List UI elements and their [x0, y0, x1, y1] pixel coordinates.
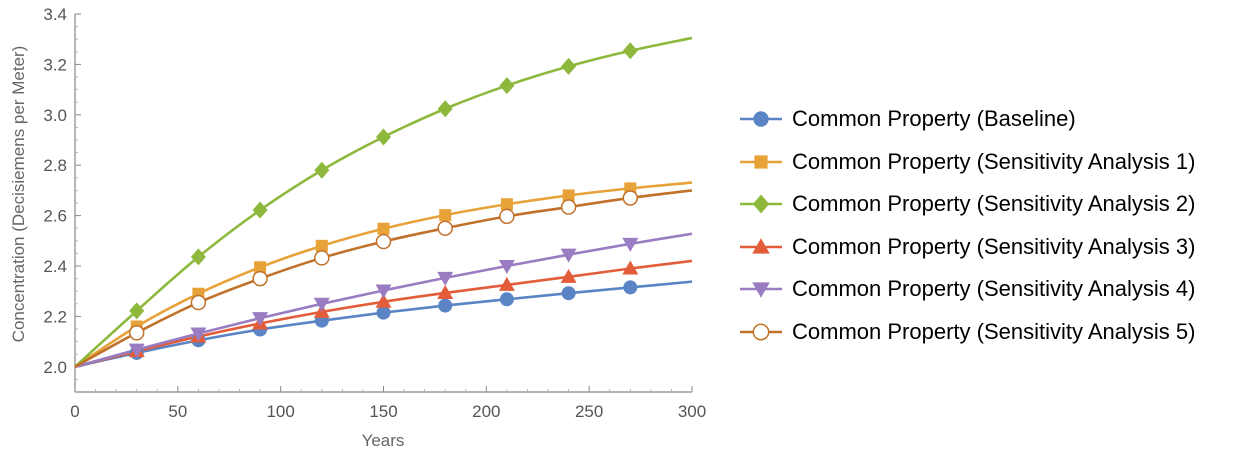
data-point [499, 208, 515, 225]
data-point [622, 260, 639, 275]
data-point [254, 261, 267, 274]
x-tick-label: 150 [369, 402, 397, 421]
legend-marker [752, 323, 770, 341]
legend: Common Property (Baseline) Common Propert… [738, 98, 1195, 353]
y-axis-title: Concentration (Decisiemens per Meter) [9, 46, 28, 343]
x-tick-label: 0 [70, 402, 79, 421]
y-tick-label: 3.4 [43, 5, 67, 24]
data-point [622, 42, 638, 60]
x-tick-label: 250 [575, 402, 603, 421]
data-point [560, 199, 577, 215]
data-point [128, 325, 145, 341]
series-line-2 [74, 181, 693, 368]
data-point [252, 270, 268, 287]
data-point [252, 201, 268, 219]
y-tick-label: 2.0 [43, 358, 67, 377]
data-point [561, 57, 577, 75]
data-point [622, 237, 639, 252]
data-point [499, 77, 515, 95]
data-point [314, 250, 330, 266]
axes: 0 50 100 150 200 250 300 2.0 2.2 2.4 2.6 2.8 3.0 3.2 3… [43, 5, 706, 421]
legend-item: Common Property (Sensitivity Analysis 3) [738, 226, 1195, 269]
data-point [439, 209, 452, 222]
data-point [499, 292, 514, 307]
data-point [315, 239, 328, 252]
legend-marker [754, 155, 768, 169]
data-point [560, 248, 577, 263]
data-point [190, 327, 207, 342]
y-tick-label: 2.6 [43, 207, 67, 226]
x-tick-label: 100 [266, 402, 294, 421]
x-tick-label: 200 [472, 402, 500, 421]
legend-swatch [740, 155, 782, 169]
legend-swatch [740, 323, 782, 341]
data-point [129, 302, 145, 320]
data-point [437, 284, 454, 299]
data-point [377, 222, 390, 235]
legend-item: Common Property (Sensitivity Analysis 1) [738, 141, 1195, 184]
legend-marker [753, 111, 769, 127]
data-point [623, 280, 638, 295]
data-point [437, 100, 453, 118]
y-tick-label: 3.0 [43, 106, 67, 125]
legend-label: Common Property (Sensitivity Analysis 2) [792, 191, 1196, 217]
legend-swatch [740, 194, 782, 214]
legend-item: Common Property (Sensitivity Analysis 4) [738, 268, 1195, 311]
data-point [437, 271, 454, 286]
legend-marker [752, 194, 770, 214]
legend-label: Common Property (Sensitivity Analysis 5) [792, 318, 1196, 344]
data-point [314, 161, 330, 179]
data-point [190, 248, 206, 266]
legend-marker [752, 282, 770, 299]
legend-label: Common Property (Sensitivity Analysis 4) [792, 276, 1196, 302]
data-point [375, 293, 392, 308]
x-tick-label: 50 [168, 402, 187, 421]
data-point [498, 260, 515, 274]
y-tick-label: 2.4 [43, 257, 67, 276]
data-point [376, 128, 391, 146]
legend-label: Common Property (Baseline) [792, 106, 1076, 132]
data-point [498, 276, 515, 291]
legend-swatch [740, 111, 782, 127]
data-point [376, 305, 391, 320]
line-chart: 0 50 100 150 200 250 300 2.0 2.2 2.4 2.6 2.8 3.0 3.2 3… [9, 5, 706, 450]
x-tick-label: 300 [678, 402, 706, 421]
legend-swatch [740, 282, 782, 299]
data-point [500, 198, 513, 211]
data-point [561, 286, 576, 301]
data-point [375, 284, 392, 299]
data-point [562, 189, 575, 202]
legend-label: Common Property (Sensitivity Analysis 3) [792, 233, 1196, 259]
data-point [128, 343, 145, 358]
data-point [375, 233, 392, 250]
data-point [313, 297, 330, 312]
data-point [252, 312, 269, 327]
data-point [438, 298, 453, 313]
data-point [622, 190, 639, 206]
series-markers [128, 42, 639, 360]
data-point [560, 268, 577, 283]
y-tick-label: 2.8 [43, 156, 67, 175]
legend-label: Common Property (Sensitivity Analysis 1) [792, 148, 1196, 174]
x-axis-title: Years [362, 431, 405, 450]
series-lines [74, 36, 693, 369]
legend-marker [752, 237, 770, 254]
y-tick-label: 2.2 [43, 307, 67, 326]
data-point [190, 294, 207, 311]
legend-item: Common Property (Sensitivity Analysis 2) [738, 183, 1195, 226]
legend-swatch [740, 237, 782, 254]
legend-item: Common Property (Baseline) [738, 98, 1195, 141]
legend-item: Common Property (Sensitivity Analysis 5) [738, 311, 1195, 354]
data-point [437, 220, 453, 236]
series-line-6 [74, 189, 693, 368]
y-tick-label: 3.2 [43, 55, 67, 74]
